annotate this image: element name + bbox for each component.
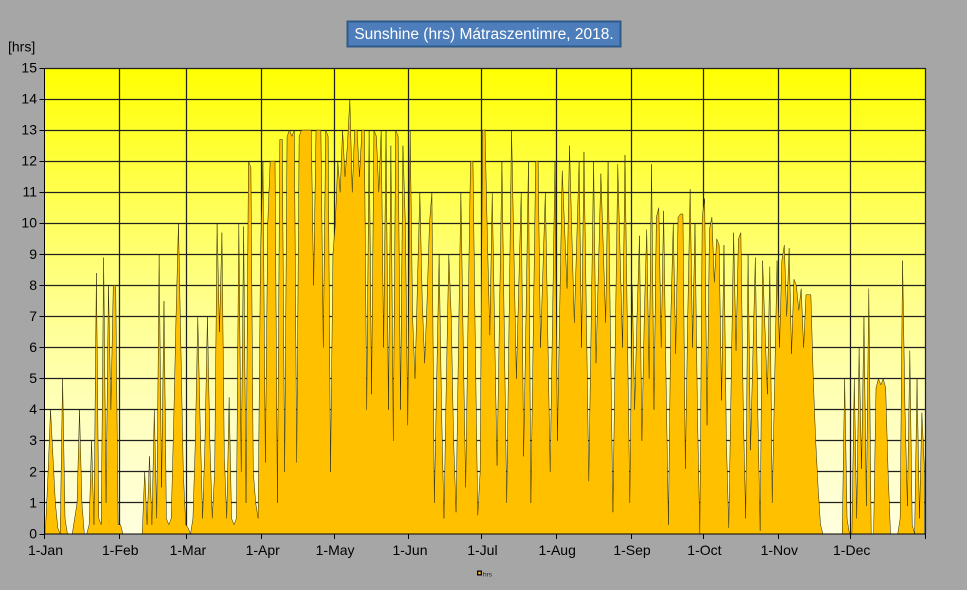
svg-text:12: 12: [21, 153, 37, 169]
svg-text:15: 15: [21, 59, 37, 75]
svg-text:1-Oct: 1-Oct: [687, 542, 721, 558]
svg-text:5: 5: [29, 370, 37, 386]
svg-text:1-May: 1-May: [316, 542, 355, 558]
svg-text:1-Jul: 1-Jul: [467, 542, 497, 558]
svg-text:7: 7: [29, 308, 37, 324]
svg-text:2: 2: [29, 463, 37, 479]
svg-text:6: 6: [29, 339, 37, 355]
svg-text:1-Jan: 1-Jan: [28, 542, 63, 558]
svg-text:1-Aug: 1-Aug: [539, 542, 576, 558]
svg-text:Sunshine (hrs) Mátraszentimre,: Sunshine (hrs) Mátraszentimre, 2018.: [354, 26, 613, 43]
svg-text:hrs: hrs: [483, 571, 493, 578]
svg-text:1-Feb: 1-Feb: [102, 542, 139, 558]
svg-text:9: 9: [29, 246, 37, 262]
svg-text:3: 3: [29, 432, 37, 448]
svg-text:14: 14: [21, 91, 37, 107]
svg-text:4: 4: [29, 401, 37, 417]
svg-text:1-Mar: 1-Mar: [170, 542, 207, 558]
svg-text:1-Jun: 1-Jun: [392, 542, 427, 558]
svg-text:1-Apr: 1-Apr: [246, 542, 281, 558]
svg-text:1: 1: [29, 494, 37, 510]
svg-text:1-Nov: 1-Nov: [761, 542, 798, 558]
svg-text:1-Sep: 1-Sep: [613, 542, 651, 558]
svg-text:11: 11: [22, 184, 37, 200]
svg-text:[hrs]: [hrs]: [8, 39, 35, 55]
svg-text:8: 8: [29, 277, 37, 293]
svg-text:0: 0: [29, 525, 37, 541]
svg-text:10: 10: [21, 215, 37, 231]
svg-text:13: 13: [21, 122, 37, 138]
svg-text:1-Dec: 1-Dec: [833, 542, 870, 558]
